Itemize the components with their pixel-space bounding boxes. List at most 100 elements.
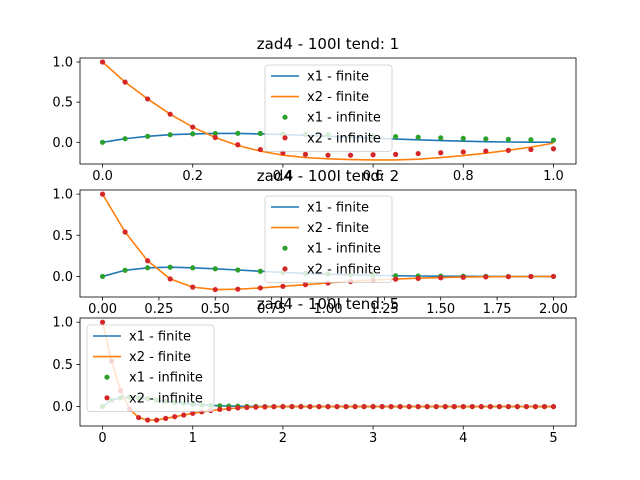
data-point <box>226 406 232 412</box>
data-point <box>528 137 534 143</box>
data-point <box>280 283 286 289</box>
data-point <box>438 150 444 156</box>
data-point <box>424 403 430 410</box>
data-point <box>122 79 128 85</box>
data-point <box>397 403 403 410</box>
x-tick-label: 0.00 <box>88 302 117 317</box>
legend-box <box>264 195 393 283</box>
data-point <box>550 137 557 143</box>
data-point <box>316 403 322 410</box>
data-point <box>298 403 304 410</box>
legend-dot-swatch <box>282 114 288 120</box>
legend-label: x2 - infinite <box>307 131 381 146</box>
legend-label: x2 - finite <box>129 350 191 365</box>
data-point <box>289 403 295 410</box>
data-point <box>388 403 394 410</box>
data-point <box>523 403 530 410</box>
data-point <box>541 403 548 410</box>
y-tick-label: 1.0 <box>52 316 73 331</box>
data-point <box>307 403 313 410</box>
data-point <box>460 403 466 410</box>
y-tick-label: 1.0 <box>52 188 73 203</box>
data-point <box>145 96 151 102</box>
x-tick-label: 1.75 <box>483 302 512 317</box>
legend-label: x1 - finite <box>307 201 369 216</box>
legend-box <box>86 324 215 412</box>
data-point <box>122 136 128 142</box>
x-tick-label: 0.0 <box>92 169 113 184</box>
data-point <box>145 133 151 139</box>
data-point <box>438 275 444 281</box>
axes-frame <box>79 57 577 165</box>
y-tick-label: 1.0 <box>52 56 73 71</box>
data-point <box>235 130 241 136</box>
data-point <box>483 274 489 280</box>
data-point <box>505 136 511 142</box>
data-point <box>262 404 268 410</box>
chart-title: zad4 - 100I tend: 1 <box>257 35 399 53</box>
data-point <box>550 403 557 410</box>
data-point <box>145 417 151 423</box>
x-tick-label: 2.00 <box>539 302 568 317</box>
data-point <box>505 403 511 410</box>
x-tick-label: 0.25 <box>144 302 173 317</box>
data-point <box>415 403 421 410</box>
data-point <box>334 403 340 410</box>
data-point <box>487 403 493 410</box>
data-point <box>514 403 520 410</box>
data-point <box>550 146 557 152</box>
data-point <box>99 273 106 280</box>
legend-label: x1 - infinite <box>307 111 381 126</box>
data-point <box>352 403 358 410</box>
y-tick-label: 0.0 <box>52 136 73 151</box>
y-tick-label: 0.0 <box>52 270 73 285</box>
data-point <box>181 412 187 418</box>
legend-label: x2 - finite <box>307 90 369 105</box>
x-tick-label: 1.25 <box>370 302 399 317</box>
legend-label: x2 - finite <box>307 221 369 236</box>
x-tick-label: 0.8 <box>453 169 474 184</box>
legend-dot-swatch <box>104 395 110 401</box>
data-point <box>190 410 196 416</box>
data-point <box>145 265 151 271</box>
data-point <box>190 265 196 271</box>
data-point <box>478 403 484 410</box>
data-point <box>235 405 241 411</box>
data-point <box>361 403 367 410</box>
data-point <box>167 264 173 270</box>
data-point <box>136 414 142 421</box>
legend-dot-swatch <box>282 266 288 272</box>
data-point <box>99 319 106 325</box>
data-point <box>370 403 376 410</box>
data-point <box>244 404 250 411</box>
data-point <box>154 417 160 423</box>
legend-label: x2 - infinite <box>129 391 203 406</box>
x-tick-label: 2 <box>279 431 287 446</box>
data-point <box>257 285 263 291</box>
data-point <box>505 274 511 280</box>
data-point <box>415 150 421 157</box>
data-point <box>302 282 309 288</box>
x-tick-label: 0 <box>98 431 106 446</box>
x-tick-label: 1.00 <box>314 302 343 317</box>
legend-dot-swatch <box>282 135 288 141</box>
data-point <box>460 149 466 155</box>
legend-label: x1 - infinite <box>307 242 381 257</box>
x-tick-label: 1.0 <box>543 169 564 184</box>
data-point <box>122 267 128 273</box>
x-tick-label: 0.4 <box>273 169 294 184</box>
data-point <box>302 151 309 157</box>
data-point <box>460 274 466 280</box>
y-tick-label: 0.5 <box>52 96 73 111</box>
data-point <box>167 276 173 282</box>
data-point <box>370 152 376 158</box>
data-point <box>433 403 439 410</box>
data-point <box>325 152 331 158</box>
y-tick-label: 0.5 <box>52 229 73 244</box>
x-tick-label: 0.2 <box>182 169 203 184</box>
data-point <box>442 403 448 410</box>
data-point <box>235 142 241 148</box>
subplot-1: 0.0 0.2 0.4 0.6 0.8 1.0 0.0 0.5 1.0 zad4 - 100I t… <box>52 35 577 184</box>
data-point <box>280 403 286 410</box>
